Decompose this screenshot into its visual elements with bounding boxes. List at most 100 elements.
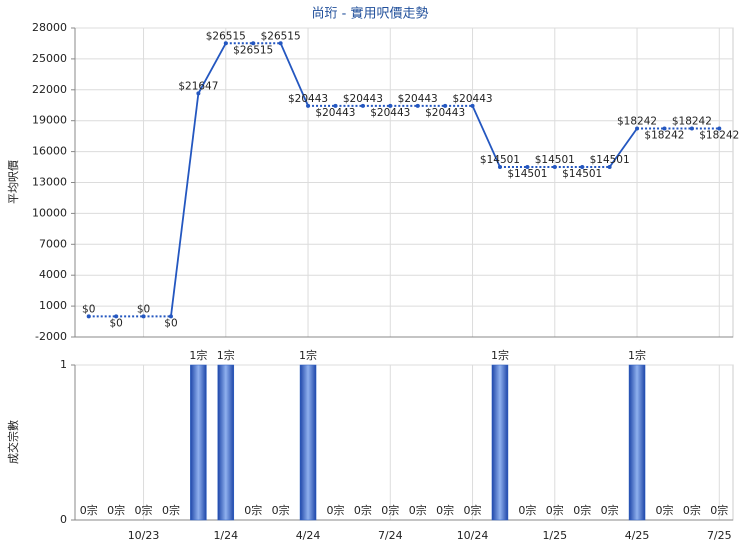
x-tick-label: 10/23 bbox=[128, 529, 160, 542]
y-tick-label: 28000 bbox=[32, 21, 67, 34]
point bbox=[525, 165, 530, 170]
value-label: 0宗 bbox=[683, 503, 701, 517]
value-label: $0 bbox=[109, 317, 122, 329]
value-label: 0宗 bbox=[272, 503, 290, 517]
y-tick-label: 7000 bbox=[39, 237, 67, 250]
y-tick-label: 0 bbox=[60, 513, 67, 526]
value-label: $18242 bbox=[617, 116, 657, 128]
x-tick-label: 4/25 bbox=[625, 529, 650, 542]
line-segment bbox=[279, 42, 309, 107]
y-tick-label: 25000 bbox=[32, 52, 67, 65]
value-label: 0宗 bbox=[135, 503, 153, 517]
value-label: $14501 bbox=[535, 154, 575, 166]
value-label: 0宗 bbox=[710, 503, 728, 517]
bar bbox=[299, 364, 317, 521]
point bbox=[415, 103, 420, 108]
value-label: 0宗 bbox=[409, 503, 427, 517]
line-segment bbox=[170, 93, 200, 317]
point bbox=[141, 314, 146, 319]
value-label: $26515 bbox=[206, 30, 246, 42]
value-label: 0宗 bbox=[354, 503, 372, 517]
value-label: $20443 bbox=[452, 93, 492, 105]
y-axis-label: 成交宗數 bbox=[6, 420, 20, 464]
point bbox=[114, 314, 119, 319]
value-label: $0 bbox=[82, 303, 95, 315]
value-label: $26515 bbox=[233, 44, 273, 56]
x-tick-label: 10/24 bbox=[457, 529, 489, 542]
point bbox=[497, 165, 502, 170]
value-label: $14501 bbox=[480, 154, 520, 166]
value-label: 0宗 bbox=[518, 503, 536, 517]
value-label: 0宗 bbox=[326, 503, 344, 517]
value-label: 0宗 bbox=[546, 503, 564, 517]
y-tick-label: 1 bbox=[60, 358, 67, 371]
chart-title: 尚珩 - 實用呎價走勢 bbox=[312, 6, 429, 22]
point bbox=[607, 165, 612, 170]
point bbox=[168, 314, 173, 319]
value-label: $21647 bbox=[178, 80, 218, 92]
value-label: $20443 bbox=[343, 93, 383, 105]
value-label: 0宗 bbox=[381, 503, 399, 517]
value-label: $18242 bbox=[672, 116, 712, 128]
value-label: $14501 bbox=[507, 168, 547, 180]
value-label: $20443 bbox=[315, 107, 355, 119]
value-label: $20443 bbox=[288, 93, 328, 105]
point bbox=[552, 165, 557, 170]
y-axis-label: 平均呎價 bbox=[6, 160, 20, 204]
y-tick-label: -2000 bbox=[35, 330, 67, 343]
y-tick-label: 1000 bbox=[39, 299, 67, 312]
line-segment bbox=[197, 42, 227, 94]
value-label: $14501 bbox=[562, 168, 602, 180]
value-label: 1宗 bbox=[299, 348, 317, 362]
point bbox=[360, 103, 365, 108]
value-label: $18242 bbox=[699, 130, 739, 142]
value-label: 0宗 bbox=[601, 503, 619, 517]
value-label: $14501 bbox=[590, 154, 630, 166]
point bbox=[443, 103, 448, 108]
y-tick-label: 4000 bbox=[39, 268, 67, 281]
point bbox=[580, 165, 585, 170]
point bbox=[635, 126, 640, 131]
bar bbox=[217, 364, 235, 521]
point bbox=[223, 41, 228, 46]
value-label: 0宗 bbox=[655, 503, 673, 517]
value-label: 1宗 bbox=[491, 348, 509, 362]
point bbox=[278, 41, 283, 46]
value-label: 1宗 bbox=[628, 348, 646, 362]
y-tick-label: 13000 bbox=[32, 176, 67, 189]
value-label: $0 bbox=[164, 317, 177, 329]
value-label: $20443 bbox=[370, 107, 410, 119]
value-label: 0宗 bbox=[162, 503, 180, 517]
y-tick-label: 16000 bbox=[32, 145, 67, 158]
y-tick-label: 10000 bbox=[32, 206, 67, 219]
point bbox=[333, 103, 338, 108]
bar bbox=[628, 364, 646, 521]
x-tick-label: 4/24 bbox=[296, 529, 321, 542]
point bbox=[470, 103, 475, 108]
value-label: 1宗 bbox=[217, 348, 235, 362]
point bbox=[388, 103, 393, 108]
line-segment bbox=[608, 127, 638, 168]
y-tick-label: 19000 bbox=[32, 114, 67, 127]
value-label: 0宗 bbox=[80, 503, 98, 517]
point bbox=[196, 91, 201, 96]
value-label: 0宗 bbox=[244, 503, 262, 517]
value-label: 0宗 bbox=[436, 503, 454, 517]
x-tick-label: 7/24 bbox=[378, 529, 403, 542]
point bbox=[251, 41, 256, 46]
x-tick-label: 1/24 bbox=[213, 529, 238, 542]
y-tick-label: 22000 bbox=[32, 83, 67, 96]
point bbox=[306, 103, 311, 108]
x-tick-label: 1/25 bbox=[542, 529, 567, 542]
value-label: $18242 bbox=[644, 130, 684, 142]
x-tick-label: 7/25 bbox=[707, 529, 732, 542]
value-label: $20443 bbox=[425, 107, 465, 119]
value-label: $26515 bbox=[261, 30, 301, 42]
point bbox=[86, 314, 91, 319]
value-label: 0宗 bbox=[573, 503, 591, 517]
value-label: 0宗 bbox=[464, 503, 482, 517]
line-segment bbox=[471, 105, 501, 168]
value-label: $0 bbox=[137, 303, 150, 315]
value-label: 1宗 bbox=[189, 348, 207, 362]
